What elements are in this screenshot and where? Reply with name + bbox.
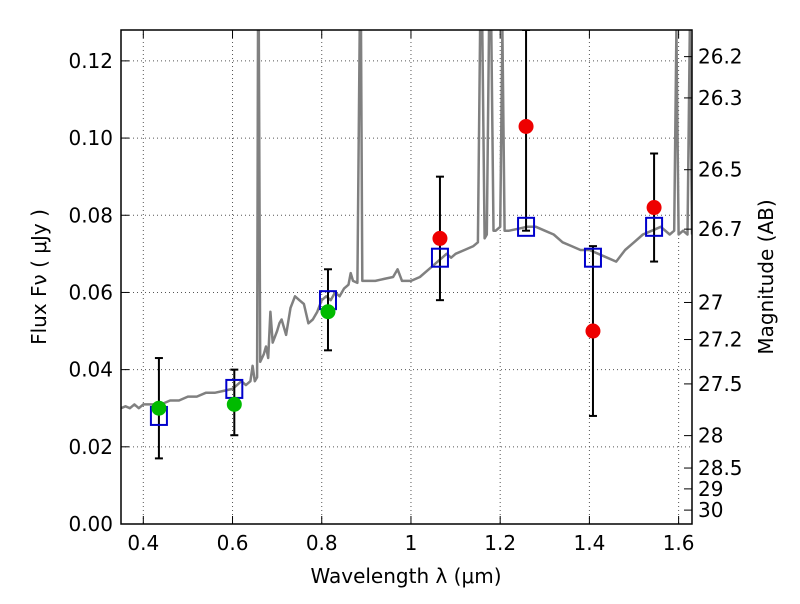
x-tick-label: 0.4 (127, 531, 159, 555)
y-tick-label: 0.10 (68, 126, 113, 150)
axis-ticks: 0.4 0.6 0.8 1 1.2 1.4 1.6 0.00 0.02 0.04 0.06 0.08 0… (68, 30, 743, 555)
y2-tick-label: 26.7 (698, 217, 743, 241)
y2-tick-label: 27 (698, 290, 723, 314)
y2-axis-title: Magnitude (AB) (754, 199, 778, 354)
y2-tick-label: 30 (698, 498, 723, 522)
y-tick-label: 0.12 (68, 49, 113, 73)
x-tick-label: 1 (405, 531, 418, 555)
x-tick-label: 1.2 (484, 531, 516, 555)
model-square (645, 216, 664, 237)
model-squares (149, 216, 664, 426)
green-data-point (151, 400, 167, 416)
y-tick-label: 0.08 (68, 203, 113, 227)
y2-tick-label: 29 (698, 477, 723, 501)
model-square (517, 216, 536, 237)
observed-points (151, 118, 662, 416)
y-tick-label: 0.00 (68, 512, 113, 536)
red-data-point (432, 230, 448, 246)
y2-tick-label: 28.5 (698, 456, 743, 480)
y2-tick-label: 26.3 (698, 86, 743, 110)
model-square (430, 247, 449, 268)
green-data-point (226, 396, 242, 412)
red-data-point (518, 118, 534, 134)
y-axis-title: Flux Fν ( μJy ) (27, 209, 51, 345)
error-bars (154, 30, 659, 460)
x-tick-label: 1.6 (663, 531, 695, 555)
y-tick-label: 0.06 (68, 280, 113, 304)
x-tick-label: 0.8 (306, 531, 338, 555)
spectrum-series (121, 30, 692, 410)
green-data-point (320, 304, 336, 320)
model-square (583, 247, 602, 268)
y2-tick-label: 27.5 (698, 372, 743, 396)
y2-tick-label: 26.2 (698, 45, 743, 69)
y2-tick-label: 26.5 (698, 158, 743, 182)
x-axis-title: Wavelength λ (μm) (310, 564, 501, 588)
y-tick-label: 0.02 (68, 435, 113, 459)
plot-frame (120, 29, 693, 525)
red-data-point (585, 323, 601, 339)
spectrum-line (121, 30, 692, 410)
x-tick-label: 1.4 (573, 531, 605, 555)
y2-tick-label: 27.2 (698, 328, 743, 352)
y-tick-label: 0.04 (68, 358, 113, 382)
x-tick-label: 0.6 (217, 531, 249, 555)
grid-lines (121, 30, 692, 525)
y2-tick-label: 28 (698, 424, 723, 448)
red-data-point (646, 200, 662, 216)
